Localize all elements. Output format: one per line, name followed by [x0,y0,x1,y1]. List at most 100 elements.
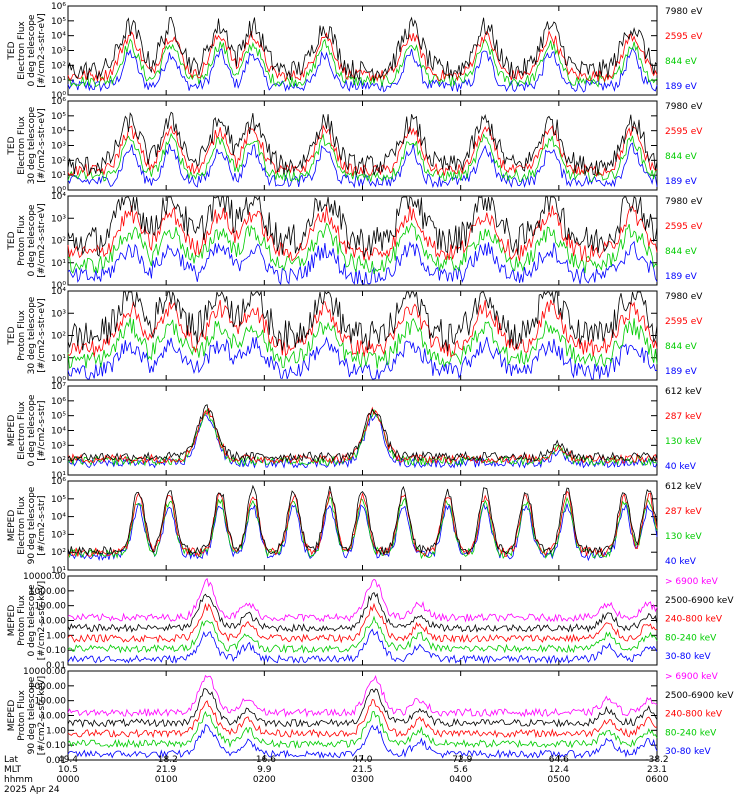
series-line-3 [67,602,658,644]
x-tick-label-lat: -38.2 [645,755,668,765]
legend-entry-3: 130 keV [665,437,702,447]
y-tick-label: 10.00 [40,617,66,627]
y-tick-label: 10² [51,237,66,247]
y-axis-label: MEPED [7,605,17,637]
series-line-1 [67,111,658,176]
legend-entry-2: 2595 eV [665,32,703,42]
y-tick-label: 10² [51,156,66,166]
y-axis-label: TED [7,136,17,155]
y-tick-label: 10⁵ [51,495,66,505]
y-tick-label: 10⁰ [51,281,66,291]
legend-entry-4: 40 keV [665,557,697,567]
series-line-4 [67,142,658,189]
legend-entry-3: 844 eV [665,152,698,162]
y-tick-label: 10⁴ [51,287,66,297]
x-tick-label-hhmm: 0200 [253,775,276,785]
y-axis-label: [#/cm2-s-str-keV] [37,676,47,755]
y-tick-label: 10³ [51,142,66,152]
y-tick-label: 1000.00 [29,587,66,597]
y-tick-label: 10³ [51,309,66,319]
y-axis-label: [#/cm2-s-str-eV] [37,298,47,373]
legend-entry-1: 612 keV [665,482,702,492]
legend-entry-2: 2500-6900 keV [665,596,734,606]
legend-entry-3: 844 eV [665,342,698,352]
legend-entry-3: 130 keV [665,532,702,542]
y-tick-label: 10² [51,456,66,466]
series-line-3 [67,408,658,467]
y-tick-label: 100.00 [35,602,67,612]
series-line-5 [67,628,658,665]
y-tick-label: 10³ [51,47,66,57]
y-tick-label: 10⁶ [51,397,66,407]
y-tick-label: 10³ [51,441,66,451]
series-line-4 [67,240,658,286]
y-tick-label: 10000.00 [23,572,66,582]
x-tick-label-mlt: 23.1 [647,765,667,775]
legend-entry-4: 189 eV [665,82,698,92]
y-tick-label: 10⁶ [51,477,66,487]
series-line-3 [67,38,658,88]
y-axis-label: 90 deg telescope [27,676,37,754]
y-axis-label: Electron Flux [17,496,27,555]
y-axis-label: Electron Flux [17,116,27,175]
y-tick-label: 10⁷ [51,382,66,392]
legend-entry-1: 7980 eV [665,197,703,207]
x-tick-label-hhmm: 0400 [449,775,472,785]
x-tick-label-lat: -16.6 [253,755,277,765]
series-line-1 [67,404,658,463]
y-tick-label: 10³ [51,214,66,224]
y-tick-label: 10¹ [51,354,66,364]
series-line-4 [67,615,658,654]
y-tick-label: 10.00 [40,712,66,722]
legend-entry-1: 7980 eV [665,102,703,112]
y-axis-label: 90 deg telescope [27,486,37,564]
x-row-label-lat: Lat [4,755,19,765]
x-row-label-mlt: MLT [4,765,22,775]
panel-1: 10⁰ 10¹ 10² 10³ 10⁴ 10⁵ 10⁶ TED Electron Flux 0 d… [7,2,703,101]
y-axis-label: Proton Flux [17,690,27,741]
panel-8: 0.01 0.10 1.00 10.00 100.00 1000.00 10000.00 ME… [7,667,734,766]
y-tick-label: 10³ [51,530,66,540]
x-tick-label-hhmm: 0100 [155,775,178,785]
y-tick-label: 10⁶ [51,2,66,12]
y-tick-label: 10⁴ [51,32,66,42]
y-tick-label: 10⁵ [51,112,66,122]
y-axis-label: [#/cm2-s-str-eV] [37,108,47,183]
y-tick-label: 10² [51,332,66,342]
x-tick-label-lat: 64.6 [549,755,569,765]
series-line-1 [67,484,658,556]
legend-entry-3: 240-800 keV [665,710,723,720]
x-tick-label-mlt: 21.9 [156,765,176,775]
y-tick-label: 1.00 [46,631,66,641]
series-line-2 [67,688,658,728]
y-axis-label: MEPED [7,700,17,732]
y-axis-label: 0 deg telescope [27,14,37,86]
legend-entry-2: 287 keV [665,507,702,517]
y-axis-label: TED [7,326,17,345]
x-tick-label-hhmm: 0500 [547,775,570,785]
y-tick-label: 10⁶ [51,97,66,107]
series-line-1 [67,195,658,257]
y-axis-label: 30 deg telescope [27,106,37,184]
legend-entry-2: 2500-6900 keV [665,691,734,701]
x-tick-label-hhmm: 0000 [57,775,80,785]
y-axis-label: [#/cm2-s-str-keV] [37,581,47,660]
panel-frame [67,100,658,191]
y-tick-label: 10⁴ [51,513,66,523]
y-axis-label: [#/cm2-s-str-eV] [37,13,47,88]
series-line-2 [67,124,658,178]
legend-entry-4: 80-240 keV [665,728,717,738]
y-tick-label: 10¹ [51,171,66,181]
legend-entry-4: 189 eV [665,367,698,377]
y-tick-label: 100.00 [35,697,67,707]
series-line-4 [67,336,658,380]
y-axis-label: MEPED [7,415,17,447]
x-tick-label-mlt: 10.5 [58,765,78,775]
y-axis-label: Proton Flux [17,215,27,266]
y-axis-label: MEPED [7,510,17,542]
legend-entry-1: 612 keV [665,387,702,397]
y-axis-label: [#/cm2-s-str] [37,495,47,555]
legend-entry-3: 844 eV [665,247,698,257]
series-line-1 [67,16,658,82]
